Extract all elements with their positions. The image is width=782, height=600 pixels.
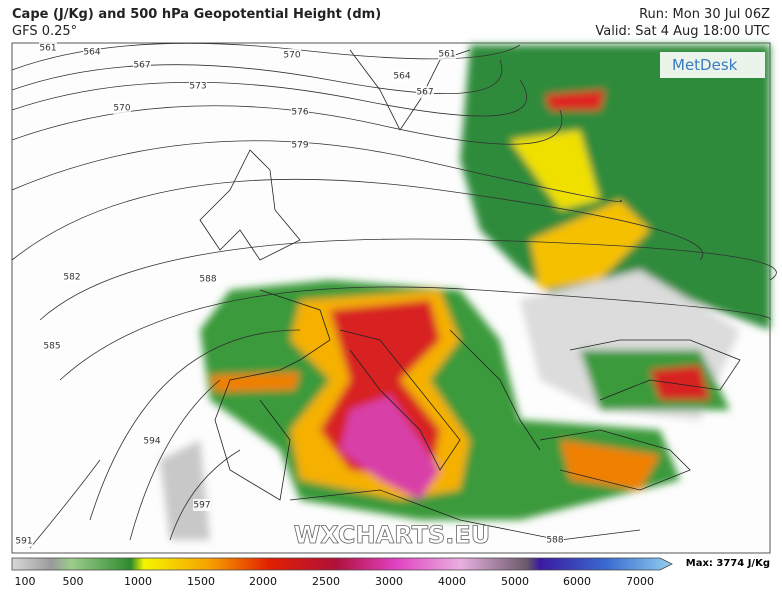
contour-label-bg <box>133 59 151 71</box>
contour-label-bg <box>546 534 564 546</box>
contour-label-bg <box>193 499 211 511</box>
contour-label-bg <box>15 535 33 547</box>
contour-label: 561 <box>438 50 455 60</box>
contour-label-bg <box>291 106 309 118</box>
contour-label: 585 <box>43 342 60 352</box>
contour-label-bg <box>283 49 301 61</box>
contour-label-bg <box>143 435 161 447</box>
colorbar-tick-label: 2000 <box>249 575 277 588</box>
contour-label-bg <box>63 271 81 283</box>
cape-yellow <box>530 200 650 290</box>
contour-labels: 561 564 567 570 573 576 579 564 567 570 561 582 585 5… <box>15 42 564 547</box>
contour-label-bg <box>291 139 309 151</box>
contour-label: 561 <box>39 44 56 54</box>
colorbar-tick-label: 1000 <box>124 575 152 588</box>
colorbar-tick-label: 100 <box>15 575 36 588</box>
cape-red <box>545 90 605 110</box>
colorbar-tick-label: 1500 <box>187 575 215 588</box>
height-contours <box>11 42 777 549</box>
cape-magenta <box>340 395 440 500</box>
cape-orange <box>560 440 660 490</box>
cape-red <box>650 365 710 400</box>
contour-label-bg <box>393 70 411 82</box>
contour-label: 582 <box>63 273 80 283</box>
contour-label-bg <box>39 42 57 54</box>
contour-label: 567 <box>416 88 433 98</box>
colorbar-tick-label: 500 <box>63 575 84 588</box>
contour-label-bg <box>189 80 207 92</box>
contour-label-bg <box>416 86 434 98</box>
colorbar-tick-label: 4000 <box>438 575 466 588</box>
contour-label-bg <box>83 46 101 58</box>
contour-label: 591 <box>15 537 32 547</box>
model: GFS 0.25° <box>12 24 77 39</box>
contour-label: 573 <box>189 82 206 92</box>
contour-label: 576 <box>291 108 308 118</box>
run: Run: Mon 30 Jul 06Z <box>639 7 770 22</box>
valid: Valid: Sat 4 Aug 18:00 UTC <box>595 24 770 39</box>
colorbar-tick-label: 5000 <box>501 575 529 588</box>
contour-label: 564 <box>393 72 410 82</box>
contour-label: 570 <box>113 104 130 114</box>
title: Cape (J/Kg) and 500 hPa Geopotential Hei… <box>12 7 381 22</box>
colorbar-bar <box>11 557 673 571</box>
contour-label: 570 <box>283 51 300 61</box>
contour-label: 594 <box>143 437 160 447</box>
contour-label: 588 <box>546 536 563 546</box>
cape-field <box>160 45 770 540</box>
colorbar-tick-label: 7000 <box>626 575 654 588</box>
contour-label: 579 <box>291 141 308 151</box>
contour-label: 564 <box>83 48 100 58</box>
colorbar-tick-label: 3000 <box>375 575 403 588</box>
logo-box <box>660 52 765 78</box>
map-area: 561 564 567 570 573 576 579 564 567 570 561 582 585 5… <box>11 42 777 554</box>
watermark: WXCHARTS.EU <box>294 521 490 549</box>
cape-orange <box>210 372 300 392</box>
colorbar-tick-label: 6000 <box>563 575 591 588</box>
contour-label: 567 <box>133 61 150 71</box>
contour-label-bg <box>43 340 61 352</box>
colorbar: Max: 3774 J/Kg 100 500 1000 1500 2000 2500 300… <box>11 557 770 588</box>
colorbar-tick-label: 2500 <box>312 575 340 588</box>
cape-gray <box>160 440 210 540</box>
contour-label-bg <box>438 48 456 60</box>
contour-label: 588 <box>199 275 216 285</box>
contour-label-bg <box>199 273 217 285</box>
contour-label-bg <box>113 102 131 114</box>
cape-yellow <box>510 130 600 210</box>
logo: MetDesk <box>672 56 738 74</box>
contour-label: 597 <box>193 501 210 511</box>
colorbar-max: Max: 3774 J/Kg <box>686 558 770 569</box>
